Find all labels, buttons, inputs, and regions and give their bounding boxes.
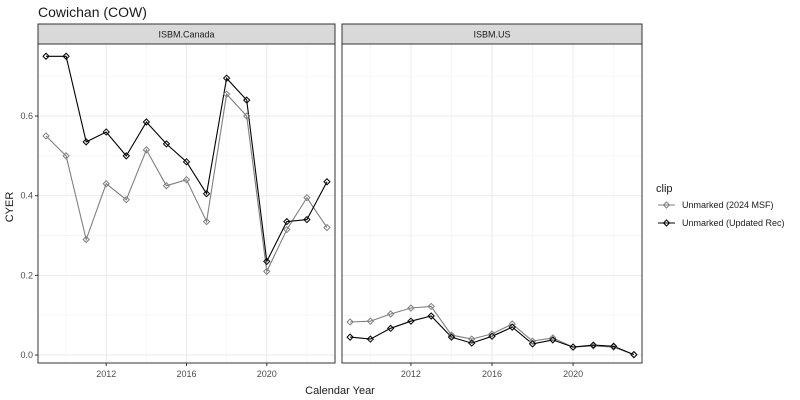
panel-strip-label: ISBM.Canada <box>158 30 214 40</box>
data-point <box>488 332 496 341</box>
data-point <box>283 225 291 234</box>
data-point <box>609 342 618 350</box>
legend-key-marker <box>662 201 671 209</box>
chart-title: Cowichan (COW) <box>38 4 147 20</box>
data-point <box>407 317 415 325</box>
series-line-unmarked-2024-msf <box>45 92 328 274</box>
data-point <box>488 330 496 338</box>
data-point <box>508 323 516 331</box>
legend-key-marker <box>662 219 671 227</box>
x-tick-label: 2020 <box>563 369 583 379</box>
data-point <box>82 235 90 244</box>
legend-label: Unmarked (Updated Rec) <box>682 218 785 228</box>
data-point <box>549 336 557 344</box>
panel-isbm-canada: ISBM.Canada 2012 2016 2020 0.0 0.2 0.4 0.6 <box>20 23 336 379</box>
data-point <box>283 217 291 226</box>
data-point <box>102 128 110 136</box>
data-point <box>62 152 70 160</box>
data-point <box>346 333 354 341</box>
data-point <box>630 350 638 359</box>
data-point <box>407 304 415 312</box>
data-point <box>162 140 171 148</box>
data-point <box>202 189 211 198</box>
data-point <box>427 302 435 311</box>
data-point <box>82 138 90 146</box>
data-point <box>42 52 50 60</box>
data-point <box>366 317 375 325</box>
data-point <box>549 334 557 342</box>
data-point <box>162 182 171 190</box>
data-point <box>122 195 131 204</box>
data-point <box>122 152 131 160</box>
data-point <box>142 118 151 126</box>
series-line-unmarked-updated-rec <box>46 55 328 264</box>
data-point <box>222 90 231 98</box>
y-axis-title: CYER <box>4 192 16 223</box>
legend: Unmarked (2024 MSF) Unmarked (Updated Rec… <box>658 200 785 228</box>
data-point <box>386 324 395 333</box>
data-point <box>508 320 516 328</box>
legend-label: Unmarked (2024 MSF) <box>682 200 774 210</box>
data-point <box>468 335 476 343</box>
data-point <box>182 158 191 166</box>
x-tick-label: 2020 <box>257 369 277 379</box>
panel-isbm-us: ISBM.US 2012 2016 2020 <box>341 23 643 379</box>
x-tick-label: 2016 <box>482 369 502 379</box>
data-point <box>346 318 354 326</box>
data-point <box>102 180 110 188</box>
legend-title: clip <box>656 183 673 195</box>
x-tick-label: 2012 <box>401 369 421 379</box>
data-point <box>447 333 456 341</box>
data-point <box>569 343 577 351</box>
data-point <box>609 343 618 351</box>
x-tick-label: 2012 <box>96 369 116 379</box>
data-point <box>589 342 598 350</box>
x-tick-label: 2016 <box>176 369 196 379</box>
data-point <box>303 215 311 224</box>
data-point <box>366 335 375 343</box>
data-point <box>242 112 251 120</box>
data-point <box>142 146 151 154</box>
data-point <box>447 331 456 339</box>
data-point <box>42 132 50 140</box>
data-point <box>202 217 211 226</box>
panel-strip-label: ISBM.US <box>473 30 510 40</box>
data-point <box>303 193 311 202</box>
y-tick-label: 0.6 <box>20 111 33 121</box>
data-point <box>263 267 271 276</box>
data-point <box>242 96 251 104</box>
data-point <box>323 223 331 232</box>
data-point <box>323 178 331 186</box>
y-tick-label: 0.0 <box>20 350 33 360</box>
data-point <box>222 74 231 82</box>
data-point <box>62 52 70 60</box>
data-point <box>263 257 271 266</box>
y-tick-label: 0.2 <box>20 270 33 280</box>
data-point <box>427 312 435 320</box>
x-axis-title: Calendar Year <box>305 385 375 397</box>
y-tick-label: 0.4 <box>20 191 33 201</box>
data-point <box>386 310 395 318</box>
data-point <box>528 337 537 345</box>
data-point <box>468 339 476 347</box>
data-point <box>589 341 598 349</box>
data-point <box>528 340 537 348</box>
data-point <box>182 176 191 184</box>
